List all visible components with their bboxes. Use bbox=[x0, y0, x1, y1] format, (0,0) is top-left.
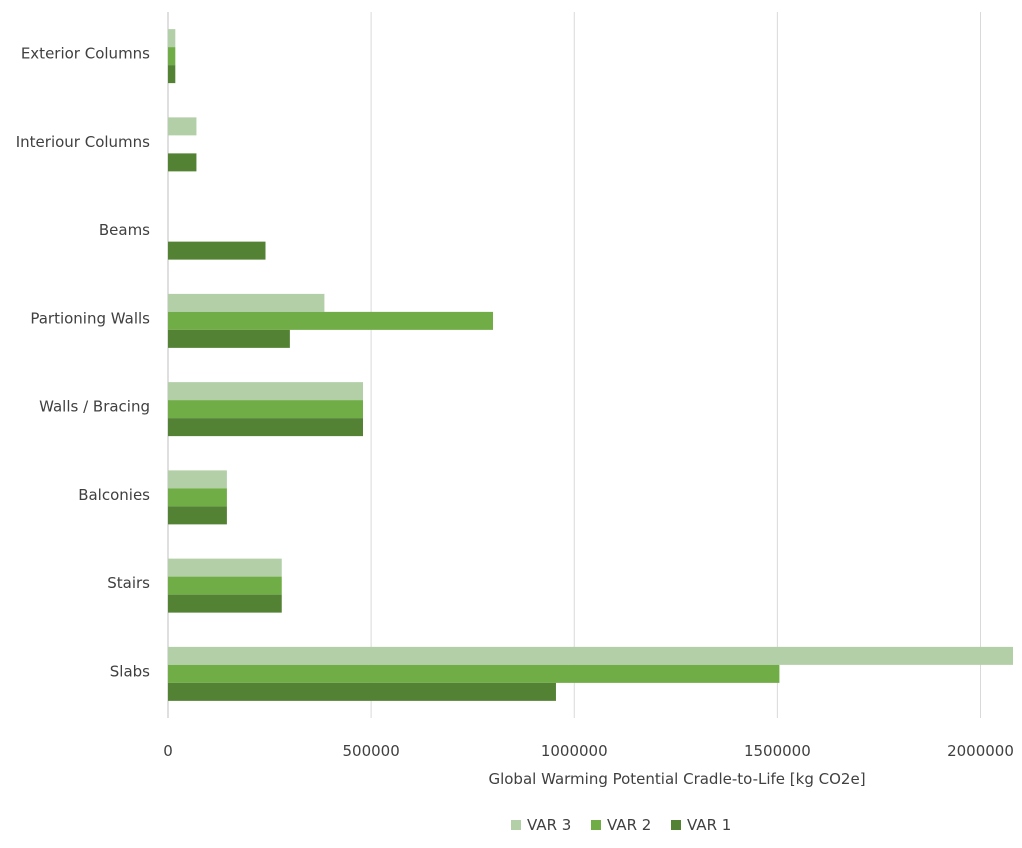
category-label-0: Exterior Columns bbox=[21, 45, 150, 63]
bar-var-2-3 bbox=[168, 311, 493, 330]
legend-swatch-1 bbox=[591, 820, 601, 830]
category-label-5: Balconies bbox=[78, 486, 150, 504]
bar-var-3-1 bbox=[168, 117, 197, 136]
bar-var-3-3 bbox=[168, 293, 325, 312]
bar-var-2-5 bbox=[168, 488, 227, 507]
legend: VAR 3 VAR 2 VAR 1 bbox=[511, 816, 731, 834]
x-tick-label-2: 1000000 bbox=[541, 742, 608, 760]
bar-var-1-2 bbox=[168, 241, 266, 260]
bar-var-1-5 bbox=[168, 506, 227, 525]
category-labels: Exterior Columns Interiour Columns Beams Pa… bbox=[16, 45, 150, 681]
bar-var-3-5 bbox=[168, 470, 227, 489]
category-label-2: Beams bbox=[99, 221, 150, 239]
bar-var-3-0 bbox=[168, 29, 176, 48]
legend-swatch-0 bbox=[511, 820, 521, 830]
x-axis-title: Global Warming Potential Cradle-to-Life … bbox=[488, 770, 865, 788]
x-tick-label-1: 500000 bbox=[342, 742, 399, 760]
category-label-3: Partioning Walls bbox=[30, 309, 150, 327]
bar-var-1-1 bbox=[168, 153, 197, 172]
x-tick-labels: 0 500000 1000000 1500000 2000000 bbox=[163, 742, 1014, 760]
grid-lines bbox=[167, 12, 981, 718]
bar-var-2-7 bbox=[168, 664, 780, 683]
category-label-7: Slabs bbox=[110, 662, 150, 680]
category-label-4: Walls / Bracing bbox=[39, 398, 150, 416]
bar-var-3-7 bbox=[168, 646, 1013, 665]
legend-label-0: VAR 3 bbox=[527, 816, 571, 834]
bar-var-1-6 bbox=[168, 594, 282, 613]
bar-var-3-4 bbox=[168, 382, 363, 401]
bar-var-2-0 bbox=[168, 47, 176, 66]
bars bbox=[168, 29, 1013, 701]
bar-var-3-6 bbox=[168, 558, 282, 577]
x-tick-label-3: 1500000 bbox=[744, 742, 811, 760]
bar-var-2-6 bbox=[168, 576, 282, 595]
category-label-6: Stairs bbox=[107, 574, 150, 592]
bar-var-1-4 bbox=[168, 418, 363, 437]
legend-label-1: VAR 2 bbox=[607, 816, 651, 834]
x-tick-label-0: 0 bbox=[163, 742, 173, 760]
bar-var-2-4 bbox=[168, 400, 363, 419]
bar-var-1-0 bbox=[168, 65, 176, 84]
bar-var-1-7 bbox=[168, 682, 556, 701]
legend-label-2: VAR 1 bbox=[687, 816, 731, 834]
legend-swatch-2 bbox=[671, 820, 681, 830]
category-label-1: Interiour Columns bbox=[16, 133, 150, 151]
x-tick-label-4: 2000000 bbox=[947, 742, 1014, 760]
bar-var-1-3 bbox=[168, 329, 290, 348]
